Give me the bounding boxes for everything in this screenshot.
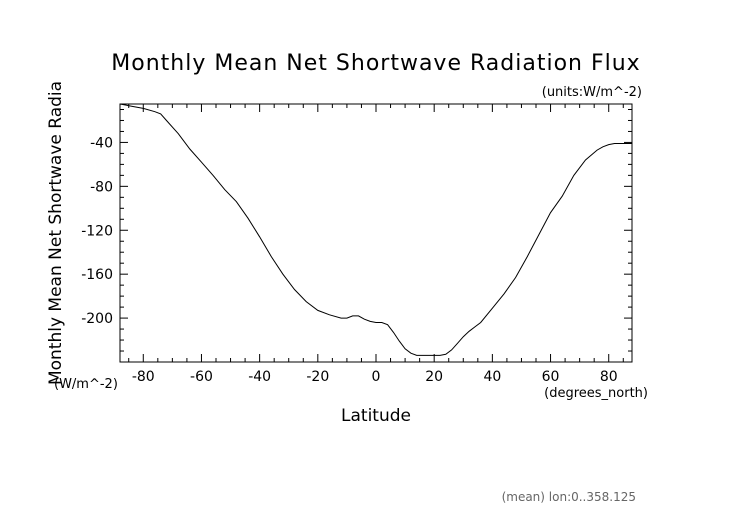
x-tick-label: -60 [190,369,213,385]
x-tick-label: -80 [132,369,155,385]
x-tick-label: -20 [306,369,329,385]
series-line [119,103,632,356]
x-units-label: (degrees_north) [544,386,648,401]
y-units-label: (W/m^-2) [54,377,118,392]
y-axis-label: Monthly Mean Net Shortwave Radia [46,81,66,385]
x-tick-label: 40 [483,369,501,385]
y-axis: -40 -80 -120 -160 -200 [81,108,632,363]
x-axis-label: Latitude [341,406,411,426]
x-tick-label: -40 [248,369,271,385]
y-tick-label: -160 [81,267,113,283]
y-tick-label: -200 [81,311,113,327]
plot-frame [119,103,633,363]
y-tick-label: -120 [81,223,113,239]
units-label: (units:W/m^-2) [542,85,642,100]
footer-note: (mean) lon:0..358.125 [502,490,636,504]
x-tick-label: 0 [372,369,381,385]
x-tick-label: 20 [425,369,443,385]
x-tick-label: 60 [542,369,560,385]
y-tick-label: -80 [90,179,113,195]
series-group [119,103,632,356]
x-tick-label: 80 [600,369,618,385]
chart-title: Monthly Mean Net Shortwave Radiation Flu… [111,51,640,76]
y-tick-label: -40 [90,135,113,151]
x-axis: -80 -60 -40 -20 0 20 40 60 80 [128,104,624,385]
